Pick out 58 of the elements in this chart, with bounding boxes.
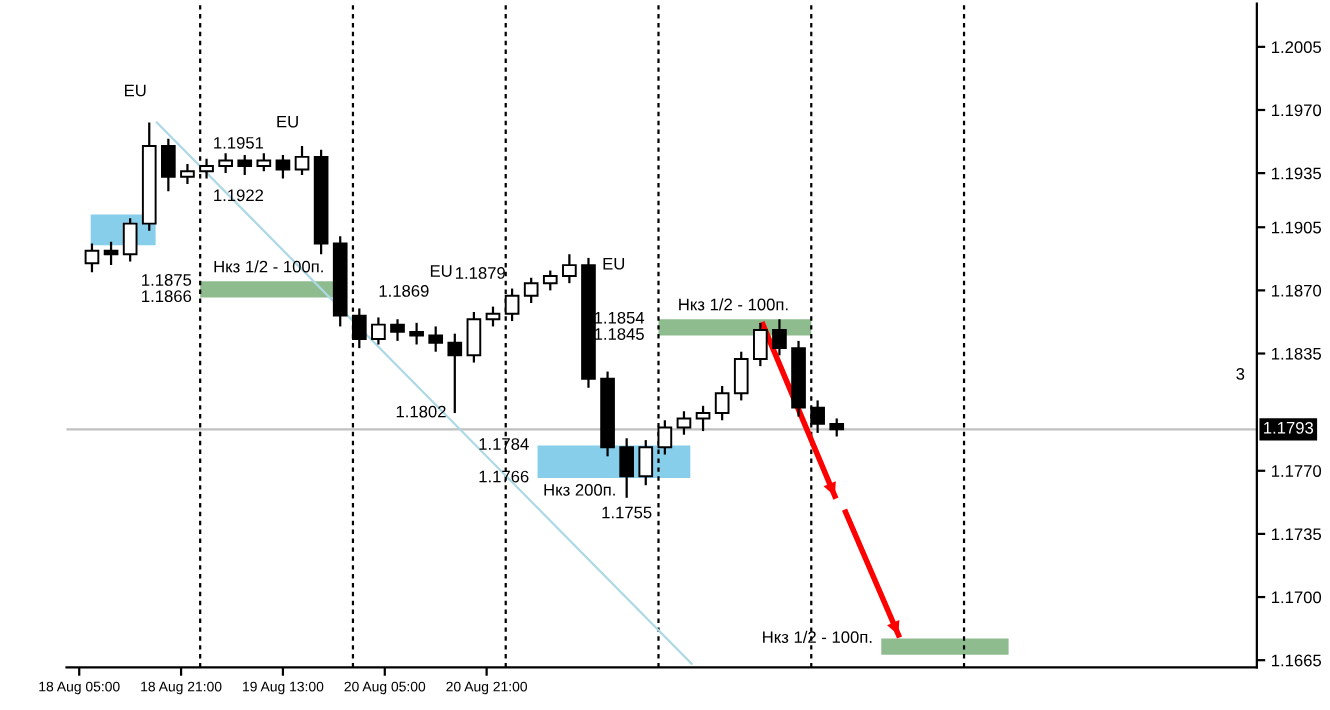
annotation: Нкз 1/2 - 100п. — [763, 630, 872, 644]
y-tick-label: 1.2005 — [1272, 41, 1322, 54]
candlestick — [485, 305, 501, 328]
candlestick — [447, 332, 463, 415]
candlestick — [638, 438, 654, 487]
candlestick — [829, 417, 845, 438]
candlestick — [161, 137, 176, 193]
annotation: EU — [125, 84, 146, 97]
annotation: 1.1922 — [214, 189, 264, 202]
annotation: 1.1869 — [379, 285, 429, 297]
candlestick — [733, 350, 749, 402]
candlestick — [676, 410, 692, 436]
candlestick — [466, 310, 482, 364]
candlestick — [428, 325, 444, 353]
ref-line-label: 1.1793 — [1264, 421, 1314, 434]
candlestick — [542, 269, 558, 292]
candlestick — [103, 240, 119, 267]
candlestick — [180, 162, 195, 186]
candlestick — [772, 318, 787, 357]
candlestick — [84, 242, 100, 274]
candlestick — [523, 276, 539, 305]
annotation: 1.1755 — [602, 506, 652, 519]
annotation: 3 — [1236, 367, 1245, 380]
candlestick — [218, 152, 233, 175]
annotation: 1.1866 — [142, 290, 192, 303]
annotation: Нкз 1/2 - 100п. — [679, 298, 788, 311]
annotation: 1.1766 — [479, 470, 529, 483]
candlestick — [371, 316, 386, 346]
annotation: EU — [277, 115, 298, 128]
y-tick-label: 1.1665 — [1272, 654, 1322, 667]
candlestick — [390, 318, 405, 342]
candlestick — [237, 153, 253, 177]
y-tick-label: 1.1935 — [1272, 167, 1322, 180]
y-tick-label: 1.1770 — [1272, 465, 1322, 477]
y-tick-label: 1.1905 — [1272, 221, 1322, 234]
annotation: Нкз 1/2 - 100п. — [214, 260, 323, 273]
annotation: 1.1784 — [479, 438, 529, 450]
candlestick — [619, 437, 634, 499]
candlestick — [294, 144, 310, 177]
candlestick — [122, 217, 138, 263]
y-tick-label: 1.1735 — [1272, 528, 1322, 541]
y-tick-label: 1.1700 — [1272, 591, 1322, 604]
annotation: 1.1802 — [396, 405, 446, 418]
candlestick — [256, 152, 272, 173]
candlestick — [714, 384, 730, 422]
y-tick-label: 1.1835 — [1272, 347, 1322, 360]
annotation: EU — [430, 265, 452, 277]
candlestick — [409, 321, 424, 346]
candlestick — [695, 404, 711, 433]
annotation: 1.1875 — [142, 274, 192, 286]
annotation: EU — [603, 257, 625, 270]
y-tick-label: 1.1870 — [1272, 284, 1322, 297]
candlestick — [562, 253, 577, 285]
annotation: Нкз 200п. — [544, 483, 615, 496]
y-tick-label: 1.1970 — [1272, 104, 1322, 117]
candlestick — [753, 321, 768, 368]
annotation: 1.1879 — [456, 267, 505, 279]
annotation: 1.1951 — [214, 136, 264, 149]
